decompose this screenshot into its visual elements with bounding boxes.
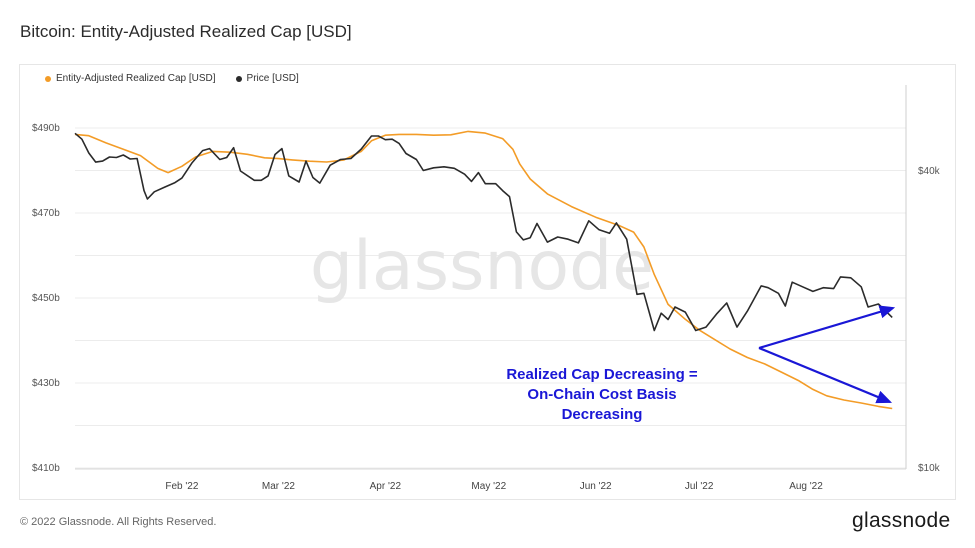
- legend-item-price[interactable]: Price [USD]: [235, 73, 299, 84]
- legend-item-realized-cap[interactable]: Entity-Adjusted Realized Cap [USD]: [45, 73, 216, 84]
- annotation-arrow-down: [758, 346, 893, 404]
- x-tick-label: Feb '22: [165, 481, 198, 492]
- y-left-tick-label: $430b: [32, 378, 60, 389]
- y-right-tick-label: $10k: [918, 463, 941, 474]
- x-tick-label: Aug '22: [789, 481, 823, 492]
- x-tick-label: May '22: [471, 481, 506, 492]
- y-left-tick-label: $490b: [32, 123, 60, 134]
- y-left-tick-label: $450b: [32, 293, 60, 304]
- annotation-arrow-up: [758, 305, 896, 350]
- chart-svg: glassnode $490b $470b $450b $430b $410b $40k $…: [32, 85, 941, 492]
- annotation-line-2: On-Chain Cost Basis: [527, 386, 677, 403]
- chart-legend: Entity-Adjusted Realized Cap [USD] Price…: [45, 73, 299, 84]
- chart-frame: Entity-Adjusted Realized Cap [USD] Price…: [19, 64, 956, 500]
- copyright: © 2022 Glassnode. All Rights Reserved.: [20, 516, 217, 528]
- watermark: glassnode: [310, 227, 654, 306]
- glassnode-logo[interactable]: glassnode: [852, 509, 951, 532]
- legend-dot-price: [235, 75, 242, 82]
- price-line: [74, 132, 893, 332]
- y-left-tick-label: $470b: [32, 208, 60, 219]
- realized-cap-line: [74, 130, 893, 410]
- annotation-line-3: Decreasing: [561, 406, 643, 423]
- annotation-line-1: Realized Cap Decreasing =: [506, 366, 698, 383]
- legend-dot-realized-cap: [45, 75, 51, 82]
- legend-label-realized-cap: Entity-Adjusted Realized Cap [USD]: [56, 73, 216, 84]
- annotation-text: Realized Cap Decreasing = On-Chain Cost …: [468, 365, 736, 425]
- x-tick-label: Jul '22: [685, 481, 714, 492]
- y-left-tick-label: $410b: [32, 463, 60, 474]
- x-tick-label: Apr '22: [370, 481, 402, 492]
- legend-label-price: Price [USD]: [246, 73, 299, 84]
- x-tick-label: Jun '22: [580, 481, 612, 492]
- x-tick-label: Mar '22: [262, 481, 295, 492]
- page-title: Bitcoin: Entity-Adjusted Realized Cap [U…: [20, 22, 352, 41]
- y-right-tick-label: $40k: [918, 166, 941, 177]
